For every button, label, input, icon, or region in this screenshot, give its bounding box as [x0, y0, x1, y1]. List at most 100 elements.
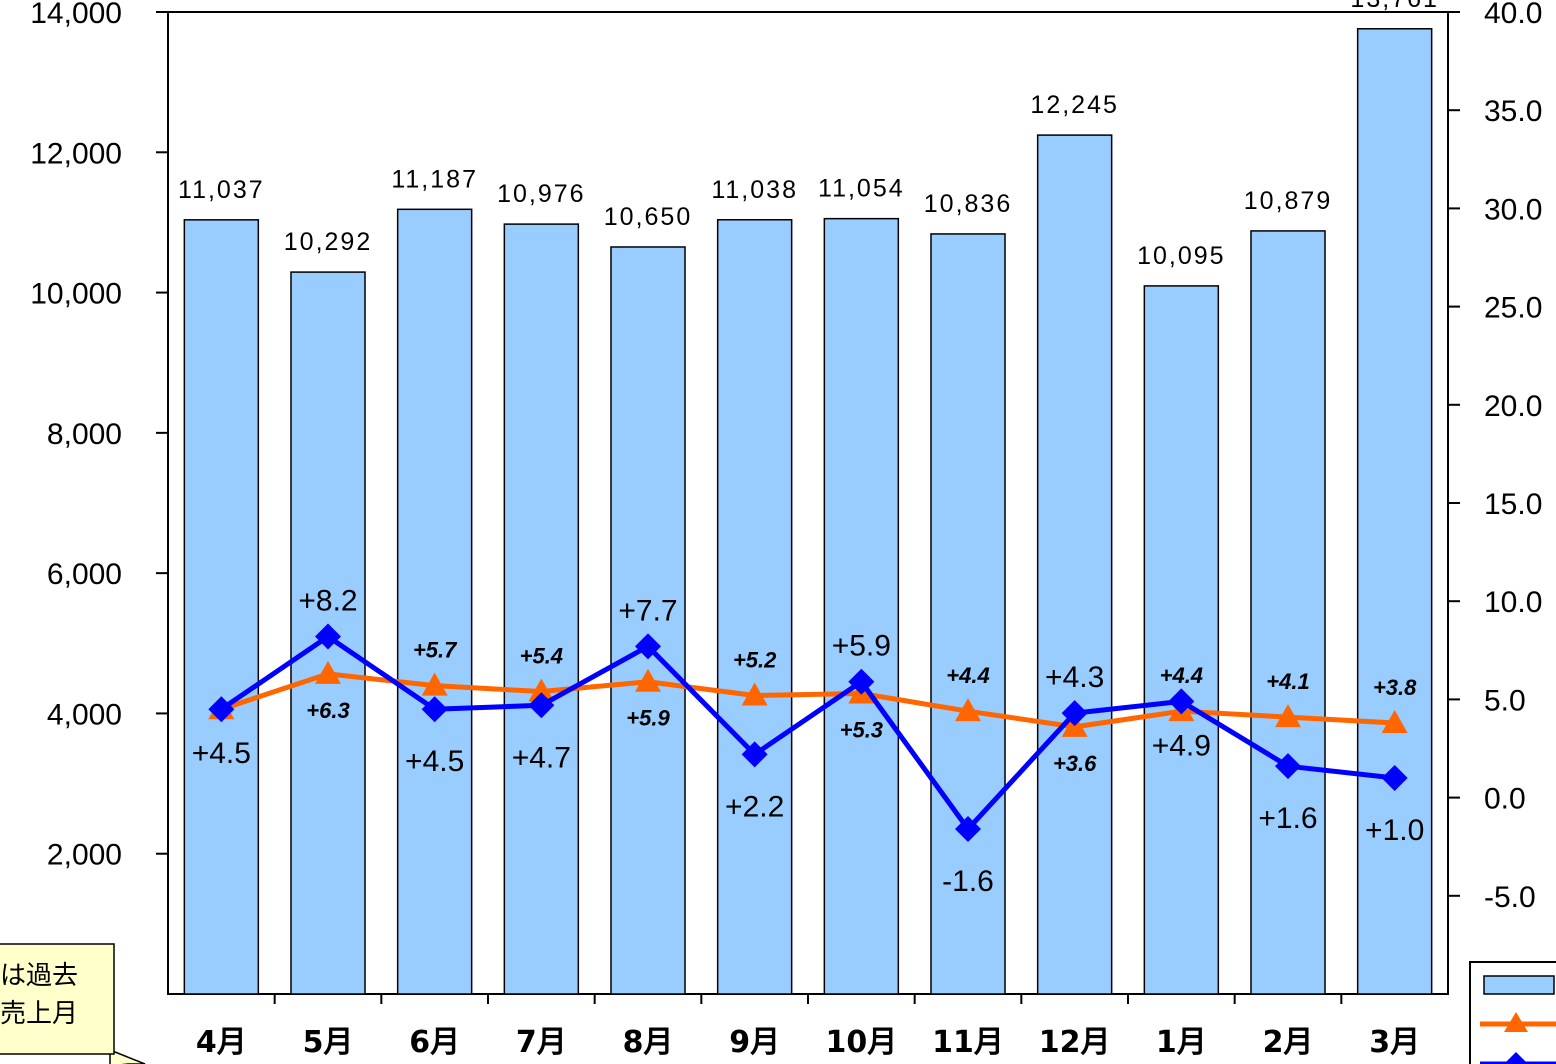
- blue-marker-3: [528, 692, 555, 719]
- bar-10: [1250, 230, 1326, 995]
- orange-label-2: +5.7: [413, 638, 458, 663]
- orange-label-4: +5.9: [626, 706, 670, 731]
- right-tick-label-1: 0.0: [1484, 783, 1526, 816]
- bar-series: [183, 28, 1433, 995]
- blue-marker-11: [1381, 764, 1408, 791]
- right-tick-label-4: 15.0: [1484, 488, 1542, 521]
- blue-label-10: +1.6: [1258, 802, 1317, 835]
- legend: [1469, 961, 1556, 1064]
- x-category-11: 3月: [1369, 1025, 1420, 1060]
- blue-marker-1: [315, 623, 341, 650]
- bar-label-9: 10,095: [1137, 242, 1225, 270]
- bar-9: [1143, 285, 1220, 995]
- orange-label-10: +4.1: [1266, 669, 1309, 694]
- bar-8: [1036, 134, 1113, 995]
- bar-label-11: 13,761: [1350, 0, 1438, 13]
- bar-value-labels: 11,037 10,292 11,187 10,976 10,650 11,038 11,0…: [178, 0, 1438, 270]
- blue-series-line: [219, 634, 1395, 832]
- left-tick-label-0: 2,000: [47, 839, 122, 872]
- orange-label-6: +5.3: [840, 718, 883, 743]
- bar-label-5: 11,038: [711, 176, 798, 204]
- orange-label-11: +3.8: [1373, 675, 1417, 700]
- blue-label-8: +4.3: [1045, 661, 1104, 694]
- blue-label-1: +8.2: [298, 585, 357, 618]
- right-tick-label-3: 10.0: [1484, 586, 1542, 619]
- bar-label-0: 11,037: [178, 176, 265, 204]
- callout-line-2: 売上月: [0, 999, 78, 1029]
- orange-label-5: +5.2: [733, 647, 777, 672]
- bar-5: [716, 219, 793, 995]
- orange-label-7: +4.4: [946, 663, 989, 688]
- left-tick-label-4: 10,000: [30, 278, 122, 311]
- x-category-8: 12月: [1039, 1025, 1111, 1060]
- blue-label-2: +4.5: [405, 745, 464, 778]
- left-tick-label-1: 4,000: [47, 698, 122, 731]
- orange-marker-7: [955, 698, 981, 722]
- orange-label-9: +4.4: [1160, 663, 1203, 688]
- blue-marker-7: [955, 816, 981, 843]
- right-axis: -5.0 0.0 5.0 10.0 15.0 20.0 25.0 30.0 35.0 40.0: [1448, 0, 1542, 914]
- blue-marker-4: [635, 633, 661, 660]
- bar-7: [930, 233, 1006, 995]
- bar-11: [1356, 28, 1433, 995]
- x-category-2: 6月: [409, 1025, 460, 1060]
- legend-swatch-bar: [1483, 975, 1555, 995]
- x-category-10: 2月: [1263, 1025, 1314, 1060]
- bar-6: [823, 217, 900, 995]
- bar-label-1: 10,292: [284, 228, 372, 256]
- bar-4: [610, 246, 686, 995]
- orange-marker-1: [315, 660, 341, 684]
- blue-label-6: +5.9: [832, 630, 891, 663]
- blue-marker-2: [421, 696, 448, 723]
- blue-label-11: +1.0: [1365, 814, 1424, 847]
- bar-label-8: 12,245: [1030, 91, 1118, 119]
- blue-marker-8: [1061, 700, 1088, 727]
- orange-label-3: +5.4: [520, 644, 563, 669]
- bar-2: [396, 208, 473, 995]
- blue-marker-10: [1275, 753, 1301, 780]
- right-tick-label-6: 25.0: [1484, 292, 1542, 325]
- bar-label-2: 11,187: [391, 165, 478, 193]
- left-axis: 2,000 4,000 6,000 8,000 10,000 12,000 14,000: [30, 0, 168, 872]
- x-category-4: 8月: [623, 1025, 674, 1060]
- legend-swatch-triangle-marker: [1504, 1012, 1528, 1032]
- x-category-5: 9月: [729, 1025, 780, 1060]
- callout-box: [0, 943, 115, 1055]
- right-tick-label-9: 40.0: [1484, 0, 1542, 30]
- orange-marker-5: [741, 682, 768, 706]
- bar-0: [183, 219, 260, 995]
- right-tick-label-5: 20.0: [1484, 390, 1542, 423]
- blue-label-9: +4.9: [1152, 729, 1211, 762]
- orange-marker-3: [528, 678, 555, 702]
- blue-marker-0: [208, 696, 235, 723]
- x-category-7: 11月: [932, 1025, 1004, 1060]
- left-tick-label-3: 8,000: [47, 418, 122, 451]
- right-tick-label-8: 35.0: [1484, 95, 1542, 128]
- orange-marker-10: [1275, 704, 1301, 728]
- plot-area: [167, 11, 1449, 995]
- left-tick-label-2: 6,000: [47, 558, 122, 591]
- line-value-labels: +4.5 +8.2 +6.3 +4.5 +5.7 +4.7 +5.4 +7.7 +5.9 +2.2…: [192, 585, 1425, 898]
- orange-marker-4: [635, 668, 661, 692]
- bar-label-10: 10,879: [1244, 187, 1332, 215]
- blue-label-0: +4.5: [192, 737, 251, 770]
- right-tick-label-7: 30.0: [1484, 193, 1542, 226]
- left-tick-label-5: 12,000: [30, 137, 122, 170]
- bar-3: [503, 223, 580, 995]
- x-category-1: 5月: [303, 1025, 354, 1060]
- bar-label-6: 11,054: [818, 175, 905, 203]
- orange-label-8: +3.6: [1053, 751, 1097, 776]
- blue-label-5: +2.2: [725, 790, 784, 823]
- x-category-9: 1月: [1156, 1025, 1207, 1060]
- orange-marker-11: [1381, 709, 1408, 733]
- left-tick-label-6: 14,000: [30, 0, 122, 30]
- blue-label-4: +7.7: [618, 594, 677, 627]
- blue-label-7: -1.6: [942, 865, 994, 898]
- orange-marker-2: [421, 672, 448, 696]
- x-category-6: 10月: [825, 1025, 897, 1060]
- callout-pointer: [109, 1048, 146, 1064]
- x-category-0: 4月: [196, 1025, 247, 1060]
- bar-label-3: 10,976: [497, 180, 585, 208]
- blue-series: [208, 623, 1408, 843]
